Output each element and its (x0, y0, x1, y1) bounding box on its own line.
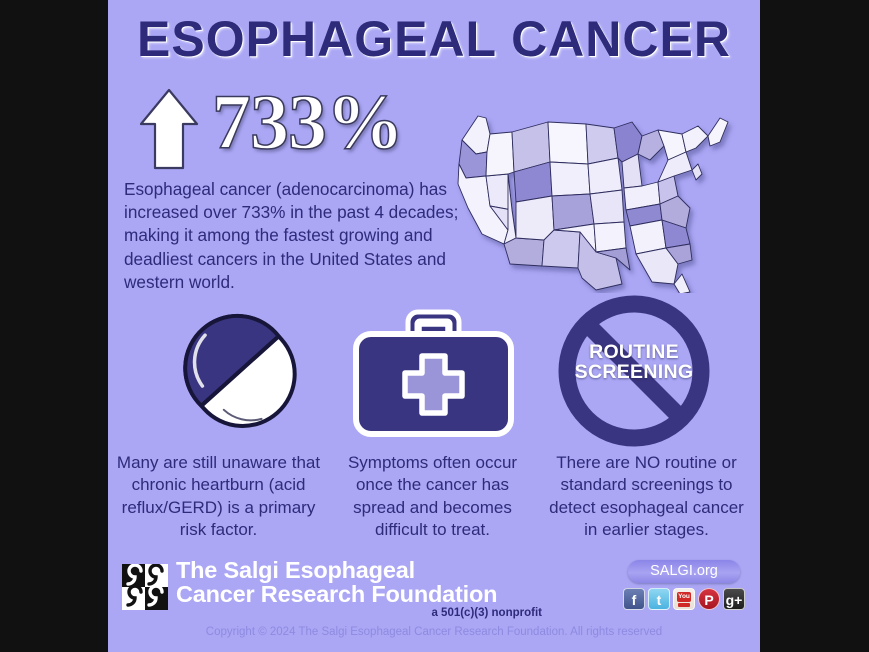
foundation-name-line2: Cancer Research Foundation (176, 581, 498, 608)
youtube-icon-base (678, 603, 690, 607)
pinterest-icon[interactable]: P (698, 588, 720, 610)
caption-symptoms: Symptoms often occur once the cancer has… (347, 453, 518, 540)
foundation-name-line1: The Salgi Esophageal (176, 557, 415, 583)
statistic-row: 733% (122, 77, 467, 175)
social-links: f t You P g+ (620, 588, 748, 612)
youtube-icon[interactable]: You (673, 588, 695, 610)
foundation-logo-block: The Salgi Esophageal Cancer Research Fou… (122, 557, 542, 619)
facebook-icon[interactable]: f (623, 588, 645, 610)
pill-capsule-icon (183, 313, 297, 428)
twitter-icon[interactable]: t (648, 588, 670, 610)
nonprofit-status: a 501(c)(3) nonprofit (431, 607, 542, 619)
caption-row: Many are still unaware that chronic hear… (108, 452, 760, 547)
no-entry-icon (558, 295, 710, 447)
lead-paragraph: Esophageal cancer (adenocarcinoma) has i… (124, 179, 459, 292)
salgi-swirl-logo-icon (122, 564, 168, 610)
us-map-choropleth-icon (457, 115, 729, 293)
copyright-notice: Copyright © 2024 The Salgi Esophageal Ca… (205, 626, 663, 638)
page-title: ESOPHAGEAL CANCER (137, 11, 731, 67)
youtube-icon-label: You (677, 592, 691, 602)
caption-screening: There are NO routine or standard screeni… (549, 453, 744, 540)
arrow-up-icon (139, 88, 199, 170)
foundation-name: The Salgi Esophageal Cancer Research Fou… (176, 557, 536, 608)
infographic-canvas: ESOPHAGEAL CANCER 733% Esophageal cancer… (108, 0, 760, 652)
medical-bag-icon (353, 309, 514, 437)
googleplus-icon[interactable]: g+ (723, 588, 745, 610)
icon-row: ROUTINE SCREENING (108, 292, 760, 447)
website-social-block: SALGI.org f t You P g+ (620, 560, 748, 618)
no-routine-screening-badge: ROUTINE SCREENING (548, 294, 720, 449)
caption-risk-factor: Many are still unaware that chronic hear… (116, 453, 321, 540)
statistic-value: 733% (211, 77, 405, 166)
website-badge[interactable]: SALGI.org (628, 560, 740, 583)
